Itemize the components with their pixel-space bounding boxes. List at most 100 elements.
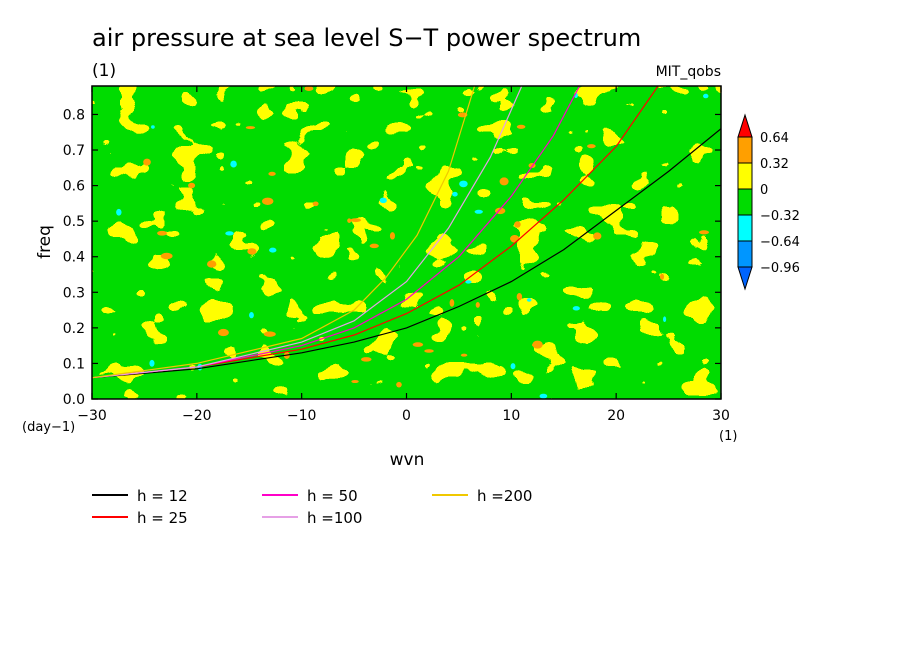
y-axis-label: freq — [35, 225, 55, 259]
cyan-spot — [249, 312, 254, 319]
colorbar-segment — [737, 214, 753, 242]
colorbar-segment — [737, 188, 753, 216]
x-tick-label: −10 — [287, 408, 317, 424]
colorbar-top-arrow — [737, 113, 753, 138]
y-tick-label: 0.1 — [63, 356, 85, 372]
cyan-spot — [269, 247, 277, 253]
cyan-spot — [225, 231, 234, 236]
colorbar-label: −0.32 — [760, 209, 800, 224]
x-axis-unit: (1) — [719, 429, 737, 444]
orange-spot — [475, 302, 480, 308]
x-tick-label: 20 — [607, 408, 625, 424]
orange-spot — [516, 292, 523, 301]
colorbar-label: −0.64 — [760, 235, 800, 250]
colorbar-label: 0 — [760, 183, 768, 198]
cyan-spot — [510, 363, 516, 370]
colorbar-segment — [737, 162, 753, 190]
legend-label: h =200 — [477, 487, 532, 505]
y-tick-label: 0.7 — [63, 143, 85, 159]
colorbar-label: 0.32 — [760, 157, 789, 172]
cyan-spot — [452, 191, 458, 197]
cyan-spot — [149, 359, 155, 367]
curve-3 — [92, 86, 581, 379]
y-tick-label: 0.0 — [63, 392, 85, 408]
legend-label: h = 50 — [307, 487, 358, 505]
orange-spot — [659, 273, 665, 280]
orange-spot — [207, 260, 217, 268]
cyan-spot — [572, 306, 580, 311]
plot-area — [92, 86, 721, 399]
orange-spot — [396, 381, 402, 388]
orange-spot — [510, 234, 520, 243]
orange-spot — [424, 349, 434, 353]
colorbar-segment — [737, 240, 753, 268]
field-spots — [116, 86, 710, 399]
orange-spot — [449, 299, 455, 307]
cyan-spot — [526, 298, 532, 302]
orange-spot — [516, 124, 526, 129]
colorbar-bottom-arrow — [737, 266, 753, 291]
y-tick-label: 0.8 — [63, 107, 85, 123]
cyan-spot — [151, 125, 155, 129]
x-tick-label: 30 — [712, 408, 730, 424]
x-axis: −30 −20 −10 0 10 20 30 — [77, 86, 730, 424]
orange-spot — [188, 182, 196, 189]
cyan-spot — [539, 393, 548, 399]
orange-spot — [412, 342, 424, 347]
cyan-spot — [465, 280, 472, 284]
cyan-spot — [116, 208, 122, 216]
legend-label: h =100 — [307, 509, 362, 527]
orange-spot — [312, 201, 319, 207]
orange-spot — [389, 232, 395, 240]
orange-spot — [262, 197, 274, 205]
cyan-spot — [230, 160, 237, 168]
orange-spot — [217, 328, 229, 337]
orange-spot — [587, 144, 596, 149]
colorbar-label: 0.64 — [760, 131, 789, 146]
x-tick-label: 0 — [402, 408, 411, 424]
orange-spot — [268, 171, 276, 176]
chart-title: air pressure at sea level S−T power spec… — [92, 24, 641, 52]
colorbar-label: −0.96 — [760, 261, 800, 276]
orange-spot — [160, 252, 173, 260]
cyan-spot — [459, 180, 468, 188]
legend: h = 12 h = 25 h = 50 h =100 h =200 — [92, 487, 532, 527]
orange-spot — [350, 218, 361, 223]
orange-spot — [514, 221, 521, 228]
y-axis: 0.0 0.1 0.2 0.3 0.4 0.5 0.6 0.7 0.8 — [63, 107, 721, 408]
cyan-spot — [474, 209, 483, 214]
field-contours-negative — [92, 86, 721, 399]
curve-4 — [92, 86, 523, 379]
orange-spot — [499, 177, 509, 186]
orange-spot — [347, 218, 352, 223]
orange-spot — [698, 230, 710, 235]
orange-spot — [143, 158, 151, 166]
y-tick-label: 0.6 — [63, 179, 85, 195]
orange-spot — [369, 243, 379, 249]
y-tick-label: 0.2 — [63, 321, 85, 337]
orange-spot — [351, 379, 359, 384]
orange-spot — [360, 357, 372, 362]
y-axis-unit: (day−1) — [22, 420, 75, 435]
orange-spot — [460, 353, 468, 357]
cyan-spot — [663, 316, 667, 323]
legend-label: h = 12 — [137, 487, 188, 505]
dispersion-curves — [92, 86, 721, 379]
orange-spot — [157, 230, 167, 236]
orange-spot — [304, 86, 314, 91]
cyan-spot — [379, 197, 387, 204]
x-tick-label: −30 — [77, 408, 107, 424]
cyan-spot — [702, 93, 709, 99]
x-tick-label: 10 — [502, 408, 520, 424]
y-tick-label: 0.4 — [63, 250, 85, 266]
curve-1 — [92, 128, 721, 379]
orange-spot — [247, 248, 257, 255]
orange-spot — [593, 232, 602, 240]
orange-spot — [532, 340, 543, 349]
y-tick-label: 0.5 — [63, 214, 85, 230]
curve-5 — [92, 86, 476, 379]
orange-spot — [245, 126, 256, 130]
colorbar: 0.64 0.32 0 −0.32 −0.64 −0.96 — [737, 113, 800, 291]
colorbar-segment — [737, 136, 753, 164]
